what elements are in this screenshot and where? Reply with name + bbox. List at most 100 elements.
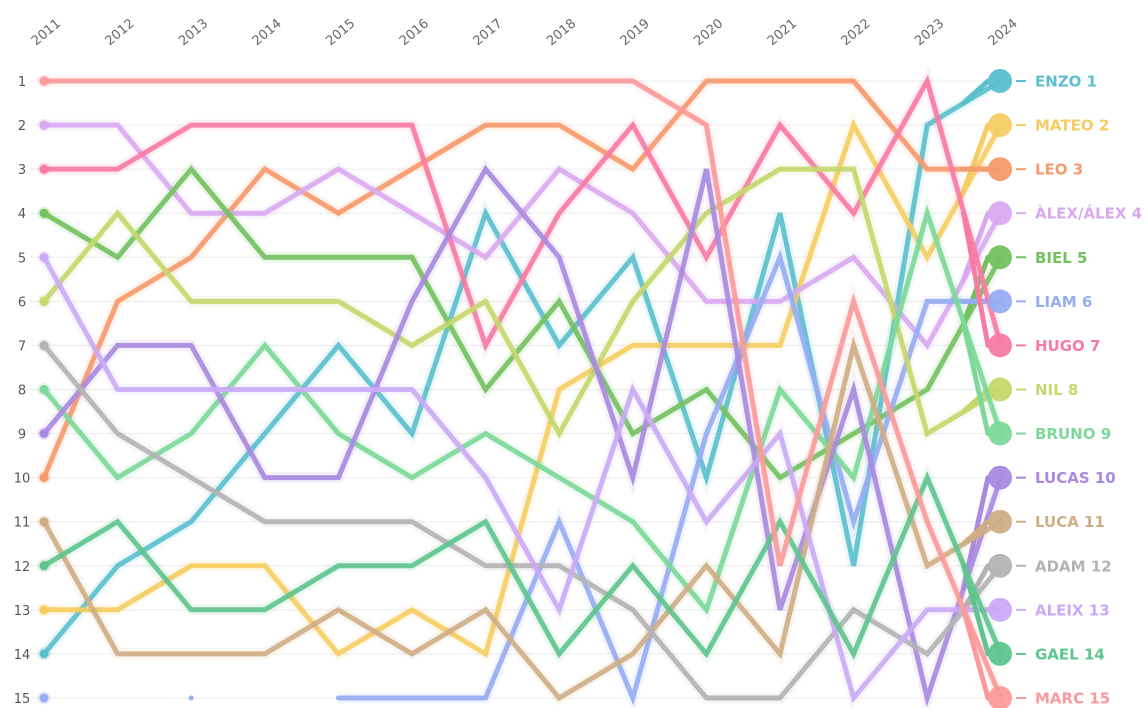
x-axis-year-labels: 2011 2012 2013 2014 2015 2016 2017 2018 2019 2020…: [29, 16, 1021, 49]
series-end-label: LUCA 11: [1035, 513, 1105, 531]
rank-tick-label: 7: [18, 339, 26, 354]
year-tick-label: 2016: [397, 16, 432, 49]
end-connector: [961, 78, 991, 106]
end-marker: [988, 685, 1012, 708]
year-tick-label: 2023: [912, 16, 947, 49]
year-tick-label: 2017: [471, 16, 506, 49]
end-marker: [988, 245, 1012, 270]
series-end-label: HUGO 7: [1035, 337, 1100, 355]
end-labels: ENZO 1 MATEO 2 LEO 3 ÀLEX/ÁLEX 4 BIEL 5 LIAM …: [1016, 73, 1142, 707]
end-connector: [961, 320, 991, 437]
series-end-label: MATEO 2: [1035, 117, 1109, 135]
year-tick-label: 2019: [618, 16, 653, 49]
series-end-label: ENZO 1: [1035, 73, 1097, 91]
end-marker: [988, 333, 1012, 358]
series-line-lucas: [41, 164, 1004, 708]
year-tick-label: 2014: [250, 16, 285, 49]
start-point: [39, 340, 49, 350]
start-point: [39, 76, 49, 86]
end-connector: [961, 607, 991, 701]
rank-tick-label: 4: [18, 207, 26, 222]
end-marker: [988, 641, 1012, 666]
year-tick-label: 2012: [103, 16, 138, 49]
series-line-bruno: [41, 204, 1004, 615]
rank-tick-label: 6: [18, 295, 26, 310]
series-line-luca: [41, 336, 1004, 702]
year-tick-label: 2013: [176, 16, 211, 49]
series-end-label: BRUNO 9: [1035, 425, 1111, 443]
end-marker: [988, 201, 1012, 226]
series-end-label: LIAM 6: [1035, 293, 1092, 311]
rank-tick-label: 14: [14, 648, 31, 663]
end-connector: [961, 122, 991, 194]
series-end-label: NIL 8: [1035, 381, 1078, 399]
end-marker: [988, 421, 1012, 446]
series-end-label: GAEL 14: [1035, 645, 1105, 663]
rank-tick-label: 9: [18, 428, 26, 443]
start-point: [39, 384, 49, 394]
series-line-mateo: [41, 118, 1004, 658]
series-line-nil: [41, 166, 1004, 439]
year-tick-label: 2021: [765, 16, 800, 49]
rank-tick-label: 1: [18, 75, 26, 90]
end-marker: [988, 597, 1012, 622]
rank-tick-label: 12: [14, 560, 31, 575]
end-marker: [988, 289, 1012, 314]
year-tick-label: 2015: [323, 16, 358, 49]
rank-tick-label: 13: [14, 604, 31, 619]
start-point: [39, 296, 49, 306]
series-line-adam: [41, 342, 1004, 701]
rank-tick-label: 3: [18, 163, 26, 178]
series-line-hugo: [41, 74, 1004, 352]
series-line-biel: [41, 165, 1004, 481]
year-tick-label: 2024: [986, 16, 1021, 49]
year-tick-label: 2022: [839, 16, 874, 49]
series-line-leo: [41, 78, 1004, 481]
end-connector: [961, 519, 991, 547]
series-line-aleix: [41, 254, 1004, 704]
end-marker: [988, 465, 1012, 490]
start-point: [39, 605, 49, 615]
end-marker: [988, 157, 1012, 182]
series-line-gael: [41, 471, 1004, 660]
rank-tick-label: 11: [14, 516, 31, 531]
rank-tick-label: 10: [14, 472, 31, 487]
series-line-marc: [41, 78, 1004, 701]
year-tick-label: 2018: [544, 16, 579, 49]
end-marker: [988, 113, 1012, 138]
end-connector: [961, 563, 991, 657]
start-point: [39, 429, 49, 439]
end-marker: [988, 377, 1012, 402]
year-tick-label: 2020: [691, 16, 726, 49]
end-connector: [961, 210, 991, 282]
start-point: [39, 517, 49, 527]
end-connector: [961, 210, 991, 348]
end-marker: [988, 509, 1012, 534]
series-end-label: LUCAS 10: [1035, 469, 1116, 487]
start-point: [39, 164, 49, 174]
start-point: [39, 693, 49, 703]
end-connector: [961, 386, 991, 415]
series-end-label: BIEL 5: [1035, 249, 1087, 267]
start-point: [39, 649, 49, 659]
series-end-label: ALEIX 13: [1035, 601, 1110, 619]
series-end-label: MARC 15: [1035, 689, 1110, 707]
start-point: [39, 252, 49, 262]
series-end-label: LEO 3: [1035, 161, 1083, 179]
series-end-label: ADAM 12: [1035, 557, 1112, 575]
start-point: [39, 561, 49, 571]
start-point: [39, 473, 49, 483]
start-point: [39, 208, 49, 218]
series-lines: [38, 66, 1007, 708]
year-tick-label: 2011: [29, 16, 64, 49]
end-marker: [988, 553, 1012, 578]
end-marker: [988, 69, 1012, 93]
series-end-label: ÀLEX/ÁLEX 4: [1035, 204, 1142, 223]
rank-tick-label: 15: [14, 692, 31, 707]
start-point: [39, 120, 49, 130]
rank-tick-label: 8: [18, 383, 26, 398]
series-points: [37, 69, 1012, 708]
series-dot: [188, 695, 194, 701]
